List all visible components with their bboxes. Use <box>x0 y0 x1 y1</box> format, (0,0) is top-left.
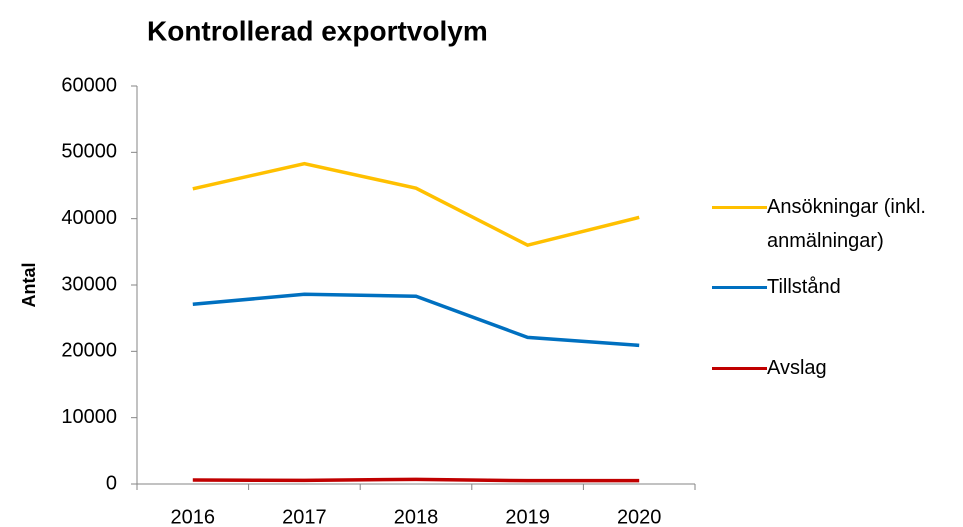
x-tick-label: 2020 <box>617 506 662 527</box>
chart-title: Kontrollerad exportvolym <box>147 15 488 46</box>
x-tick-label: 2016 <box>171 506 216 527</box>
series-line <box>192 161 640 248</box>
x-tick-label: 2019 <box>505 506 550 527</box>
legend-item: Ansökningar (inkl. anmälningar) <box>712 190 957 258</box>
series-line <box>192 292 640 348</box>
y-tick-label: 40000 <box>61 207 117 229</box>
y-tick-label: 0 <box>106 472 117 494</box>
y-tick-label: 30000 <box>61 273 117 295</box>
legend-label: Avslag <box>767 357 827 379</box>
y-tick-label: 20000 <box>61 340 117 362</box>
x-tick-label: 2018 <box>394 506 439 527</box>
y-tick-label: 50000 <box>61 141 117 163</box>
y-tick-label: 60000 <box>61 74 117 96</box>
series-line <box>192 477 640 483</box>
legend-item: Tillstånd <box>712 270 957 304</box>
y-axis-label: Antal <box>19 263 39 308</box>
y-tick-label: 10000 <box>61 406 117 428</box>
x-tick-label: 2017 <box>282 506 327 527</box>
legend-swatch <box>712 367 767 370</box>
legend-label: Tillstånd <box>767 276 841 298</box>
legend-label: Ansökningar (inkl. anmälningar) <box>767 196 926 252</box>
legend-swatch <box>712 206 767 209</box>
legend-item: Avslag <box>712 351 957 385</box>
legend-swatch <box>712 286 767 289</box>
